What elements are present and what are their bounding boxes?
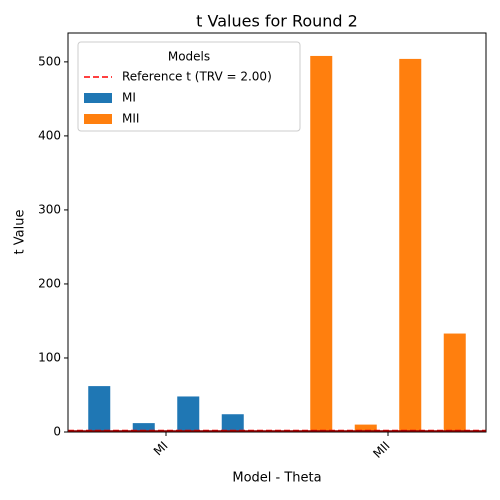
x-axis-label: Model - Theta <box>232 471 321 486</box>
legend-label: Reference t (TRV = 2.00) <box>122 70 272 84</box>
legend-swatch <box>84 93 112 103</box>
bar <box>221 414 244 432</box>
bar <box>443 333 466 432</box>
bar <box>310 55 333 432</box>
legend-label: MI <box>122 91 136 105</box>
legend-label: MII <box>122 112 139 126</box>
x-tick-label: MII <box>370 439 392 461</box>
bar <box>88 386 111 432</box>
bar <box>132 423 155 432</box>
plot-frame <box>67 32 487 433</box>
y-tick-label: 300 <box>38 202 61 216</box>
bar <box>399 58 422 433</box>
y-tick-label: 200 <box>38 276 61 290</box>
y-tick-label: 0 <box>53 425 61 439</box>
y-tick-label: 100 <box>38 350 61 364</box>
bar <box>354 424 377 432</box>
legend-swatch <box>84 114 112 124</box>
legend-title: Models <box>168 50 210 64</box>
chart-title: t Values for Round 2 <box>196 12 358 31</box>
legend-box <box>77 41 301 132</box>
y-tick-label: 400 <box>38 128 61 142</box>
y-axis-label: t Value <box>13 210 28 255</box>
bar <box>177 396 200 432</box>
y-tick-label: 500 <box>38 54 61 68</box>
x-tick-label: MI <box>151 439 171 459</box>
